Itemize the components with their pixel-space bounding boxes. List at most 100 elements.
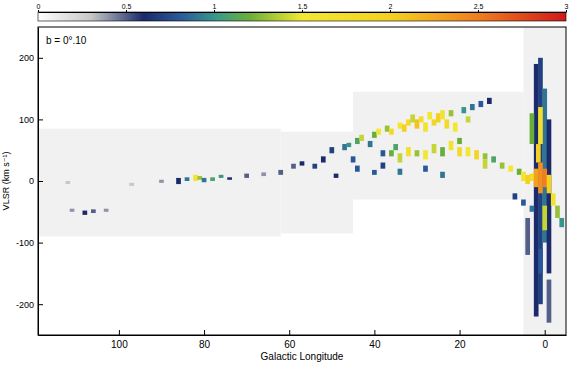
emission-cell — [193, 175, 198, 181]
emission-cell — [530, 174, 535, 181]
emission-cell — [91, 209, 96, 213]
emission-cell — [423, 150, 428, 159]
colorbar-tick-mark — [302, 10, 303, 12]
x-tick: 0 — [542, 330, 548, 350]
colorbar-tick-label: 0.5 — [122, 3, 132, 10]
emission-cell — [547, 119, 552, 273]
emission-cell — [517, 169, 522, 175]
x-axis: 100806040200 — [39, 330, 567, 350]
y-tick-label: -100 — [16, 238, 34, 248]
emission-cell — [351, 156, 356, 162]
emission-cell — [530, 113, 535, 144]
emission-cell — [346, 143, 351, 147]
emission-cell — [538, 107, 543, 144]
emission-cell — [536, 144, 541, 162]
emission-cell — [334, 174, 339, 178]
y-tick: 200 — [19, 53, 43, 63]
emission-cell — [525, 175, 530, 184]
emission-cell — [538, 58, 543, 304]
emission-cell — [440, 147, 445, 156]
emission-cell — [440, 172, 445, 178]
plot-area — [38, 27, 566, 335]
emission-cell — [449, 141, 454, 150]
colorbar-tick-mark — [38, 10, 39, 12]
emission-cell — [372, 132, 377, 138]
x-tick: 100 — [111, 330, 128, 350]
emission-cell — [453, 122, 458, 131]
colorbar-tick-label: 2 — [389, 3, 393, 10]
y-tick: 0 — [29, 176, 43, 186]
emission-cell — [372, 170, 377, 175]
y-tick-mark — [38, 243, 43, 244]
emission-cell — [291, 164, 296, 169]
emission-cell — [261, 172, 266, 176]
emission-cell — [461, 107, 466, 113]
emission-cell — [423, 122, 428, 131]
colorbar-tick-label: 3 — [565, 3, 569, 10]
y-axis: -200 -100 0 100 200 — [16, 28, 43, 336]
emission-cell — [210, 177, 215, 181]
colorbar-tick-mark — [478, 10, 479, 12]
emission-cell — [555, 206, 560, 218]
emission-cell — [444, 119, 449, 128]
emission-cell — [457, 147, 462, 156]
survey-coverage — [281, 132, 353, 234]
emission-cell — [427, 112, 432, 119]
emission-cell — [398, 169, 403, 175]
x-tick-label: 80 — [199, 339, 211, 350]
emission-cell — [525, 218, 530, 255]
emission-cell — [521, 199, 526, 205]
emission-cell — [547, 175, 552, 193]
emission-cell — [521, 172, 526, 181]
y-tick-mark — [38, 181, 43, 182]
colorbar-tick-label: 2.5 — [474, 3, 484, 10]
emission-cell — [491, 156, 496, 162]
emission-cell — [432, 119, 437, 125]
y-tick-mark — [38, 119, 43, 120]
emission-cell — [197, 176, 202, 180]
x-tick-label: 100 — [111, 339, 128, 350]
emission-cell — [389, 129, 394, 135]
colorbar-tick-mark — [390, 10, 391, 12]
emission-cell — [534, 169, 539, 187]
annotation: b = 0°.10 — [46, 35, 87, 46]
emission-cell — [321, 156, 326, 162]
x-tick-label: 40 — [369, 339, 381, 350]
colorbar-tick-label: 1.5 — [298, 3, 308, 10]
emission-cell — [65, 181, 70, 184]
emission-cell — [470, 104, 475, 110]
colorbar-axis-line — [39, 12, 567, 13]
emission-cell — [227, 177, 232, 179]
emission-cell — [419, 116, 424, 122]
emission-cell — [219, 175, 224, 178]
emission-cell — [508, 166, 513, 172]
emission-cell — [415, 150, 420, 156]
survey-coverage — [523, 27, 566, 335]
emission-cell — [398, 153, 403, 162]
emission-cell — [393, 144, 398, 150]
emission-cell — [176, 178, 181, 184]
y-tick-label: 0 — [29, 176, 34, 186]
y-tick-label: 200 — [19, 53, 34, 63]
colorbar-tick-mark — [126, 10, 127, 12]
emission-cell — [385, 126, 390, 132]
emission-cell — [547, 280, 552, 323]
x-tick-mark — [289, 330, 290, 335]
emission-cell — [466, 147, 471, 156]
y-tick-label: -200 — [16, 300, 34, 310]
emission-cell — [389, 150, 394, 156]
colorbar-tick: 3 — [565, 3, 569, 12]
x-tick-mark — [119, 330, 120, 335]
emission-cell — [559, 218, 564, 227]
emission-cell — [406, 119, 411, 125]
emission-cell — [300, 161, 305, 165]
emission-cell — [457, 138, 462, 144]
emission-cell — [432, 144, 437, 153]
y-tick-label: 100 — [19, 115, 34, 125]
colorbar-tick: 1 — [213, 3, 217, 12]
emission-cell — [359, 135, 364, 141]
emission-cell — [355, 166, 360, 172]
x-tick-mark — [460, 330, 461, 335]
emission-cell — [70, 209, 75, 212]
colorbar-axis: 00.511.522.53 — [37, 3, 569, 13]
